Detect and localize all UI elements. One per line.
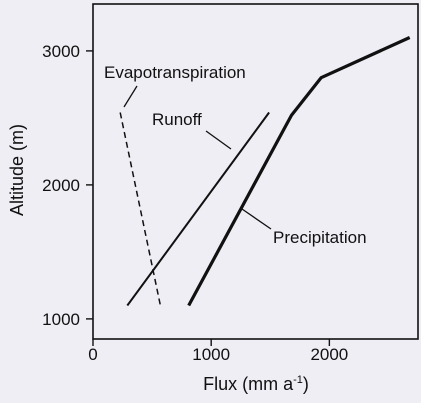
annotation-evapotranspiration: Evapotranspiration	[104, 63, 246, 82]
series-line-evapotranspiration	[119, 112, 162, 306]
plot-frame	[92, 3, 419, 340]
x-tick-label: 1000	[192, 345, 230, 364]
y-axis-title: Altitude (m)	[7, 124, 27, 216]
annotation-leader-runoff	[205, 130, 232, 150]
annotation-leader-precipitation	[241, 208, 272, 230]
annotation-precipitation: Precipitation	[273, 228, 367, 247]
x-axis-title: Flux (mm a-1)	[203, 374, 309, 394]
series-line-runoff	[126, 111, 270, 307]
annotation-runoff: Runoff	[152, 110, 202, 129]
y-tick-label: 3000	[42, 42, 80, 61]
x-tick-label: 0	[88, 345, 97, 364]
annotation-leader-evapotranspiration	[123, 85, 138, 108]
y-tick-label: 2000	[42, 176, 80, 195]
y-tick-label: 1000	[42, 310, 80, 329]
x-tick-label: 2000	[310, 345, 348, 364]
series-line-precipitation	[187, 36, 411, 307]
